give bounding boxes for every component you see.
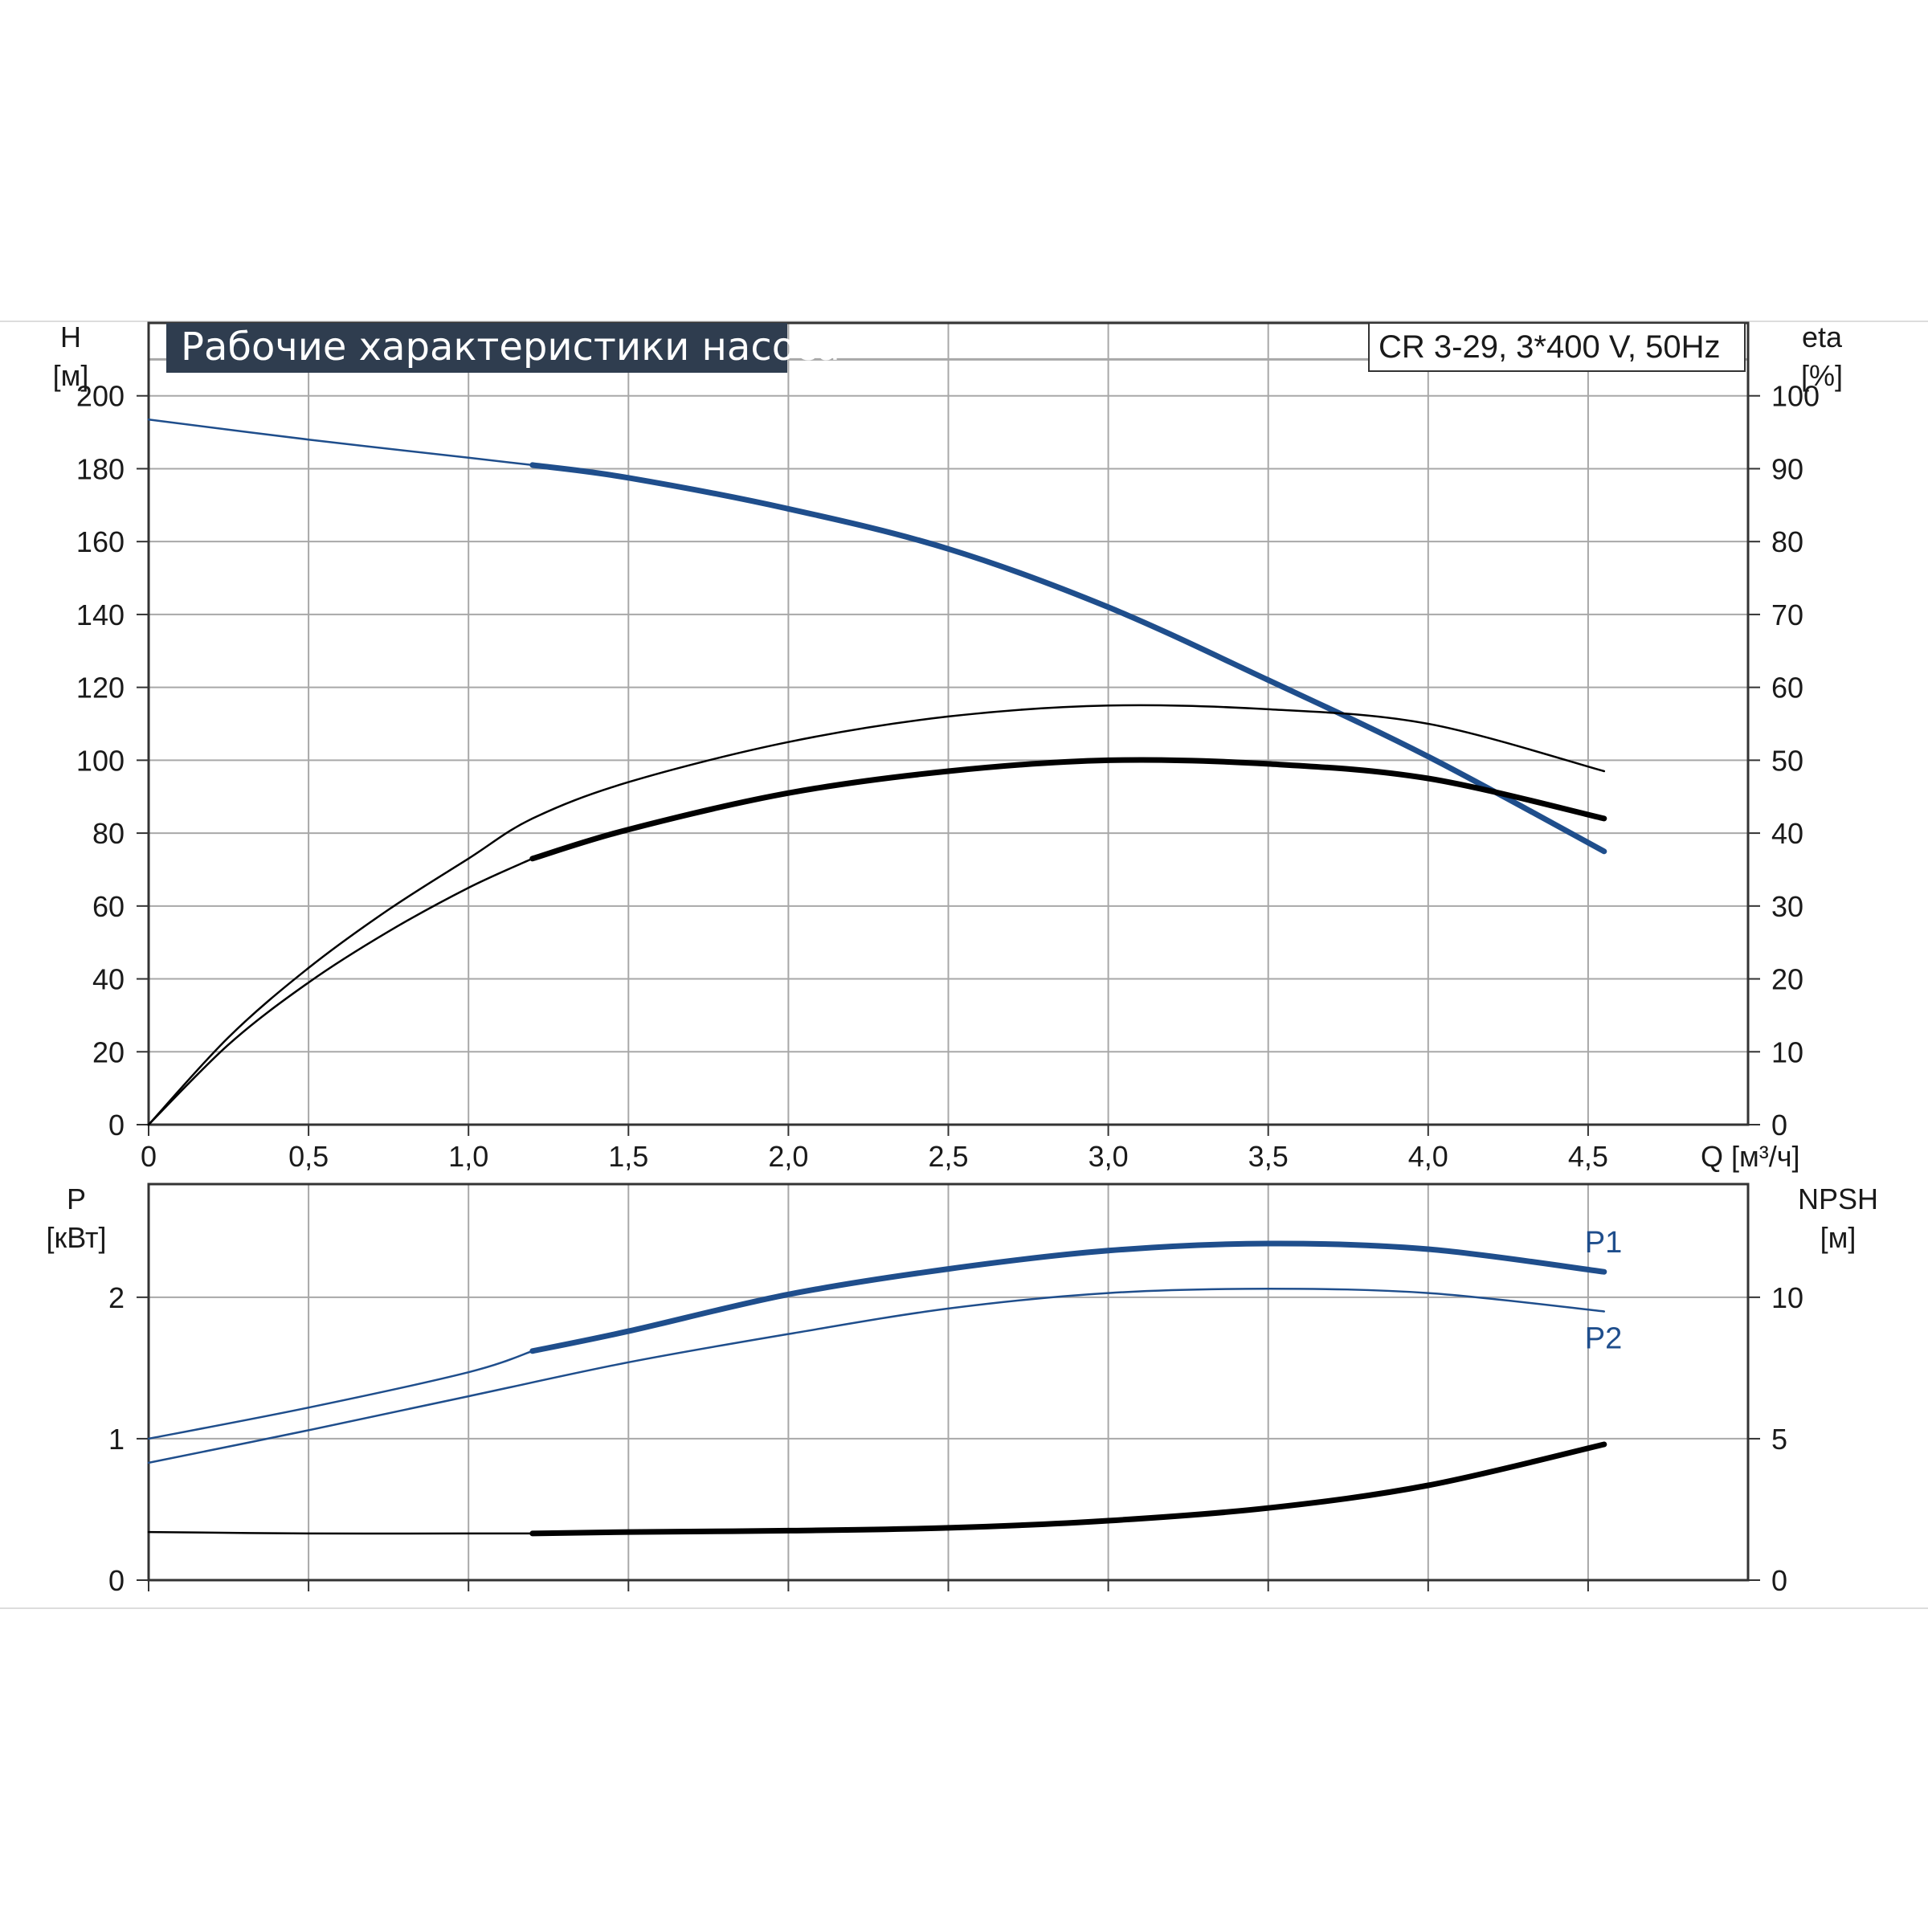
top-series-line-3	[147, 857, 534, 1126]
p-tick-label: 2	[108, 1281, 125, 1314]
p-axis-unit: [кВт]	[46, 1221, 106, 1254]
bottom-series-line-2	[147, 1288, 1606, 1464]
q-tick-label: 3,0	[1089, 1140, 1129, 1173]
eta-axis-unit: [%]	[1801, 359, 1843, 392]
p-tick-label: 0	[108, 1564, 125, 1597]
model-label: CR 3-29, 3*400 V, 50Hz	[1379, 329, 1720, 365]
h-tick-label: 120	[76, 672, 125, 705]
h-tick-label: 0	[108, 1109, 125, 1142]
eta-tick-label: 90	[1771, 452, 1803, 485]
h-tick-label: 60	[92, 890, 125, 923]
title-box	[166, 323, 787, 373]
top-tick-labels: 0 20 40 60 80 100 120 140 160 180 200 0 10 20 30 40 50 60…	[76, 380, 1820, 1173]
eta-tick-label: 10	[1771, 1035, 1803, 1068]
eta-tick-label: 20	[1771, 963, 1803, 996]
p-axis-label: P	[67, 1182, 86, 1215]
top-series-line-4	[529, 757, 1607, 862]
h-tick-label: 160	[76, 525, 125, 558]
eta-tick-label: 100	[1771, 380, 1820, 413]
curve-label-p1: P1	[1585, 1226, 1622, 1260]
h-tick-label: 100	[76, 744, 125, 777]
bottom-series-line-4	[529, 1441, 1607, 1537]
npsh-axis-label: NPSH	[1798, 1182, 1878, 1215]
bottom-series-line-0	[147, 1350, 534, 1440]
h-tick-label: 180	[76, 452, 125, 485]
model-box	[1368, 322, 1746, 372]
npsh-tick-label: 0	[1771, 1564, 1787, 1597]
top-series-line-1	[529, 462, 1607, 855]
npsh-tick-label: 5	[1771, 1423, 1787, 1456]
h-tick-label: 40	[92, 963, 125, 996]
q-tick-label: 0,5	[288, 1140, 329, 1173]
bottom-series-group: P1 P2	[147, 1226, 1622, 1537]
eta-tick-label: 70	[1771, 598, 1803, 631]
q-tick-label: 1,0	[448, 1140, 488, 1173]
q-tick-label: 2,0	[768, 1140, 808, 1173]
bottom-grid	[149, 1184, 1748, 1580]
eta-axis-label: eta	[1802, 321, 1843, 353]
eta-tick-label: 40	[1771, 817, 1803, 850]
p-tick-label: 1	[108, 1423, 125, 1456]
h-axis-label: H	[60, 321, 81, 353]
bottom-series-line-3	[147, 1530, 534, 1535]
q-tick-label: 1,5	[608, 1140, 648, 1173]
q-tick-label: 2,5	[928, 1140, 968, 1173]
h-axis-unit: [м]	[53, 359, 89, 392]
npsh-axis-unit: [м]	[1820, 1221, 1857, 1254]
top-grid	[149, 323, 1748, 1125]
eta-tick-label: 60	[1771, 672, 1803, 705]
chart-title: Рабочие характеристики насоса	[181, 325, 840, 370]
h-tick-label: 20	[92, 1035, 125, 1068]
h-tick-label: 140	[76, 598, 125, 631]
h-tick-label: 200	[76, 380, 125, 413]
bottom-tick-labels: 0 1 2 0 5 10	[108, 1281, 1803, 1597]
q-tick-label: 3,5	[1248, 1140, 1289, 1173]
top-series-line-2	[147, 704, 1606, 1126]
q-tick-label: 4,5	[1568, 1140, 1608, 1173]
eta-tick-label: 80	[1771, 525, 1803, 558]
top-series-group	[147, 418, 1607, 1126]
eta-tick-label: 0	[1771, 1109, 1787, 1142]
eta-tick-label: 50	[1771, 744, 1803, 777]
eta-tick-label: 30	[1771, 890, 1803, 923]
h-tick-label: 80	[92, 817, 125, 850]
npsh-tick-label: 10	[1771, 1281, 1803, 1314]
top-series-line-0	[147, 418, 534, 467]
q-tick-label: 4,0	[1408, 1140, 1448, 1173]
bottom-series-line-1	[529, 1240, 1607, 1354]
q-tick-label: 0	[141, 1140, 157, 1173]
q-axis-label: Q [м³/ч]	[1701, 1140, 1800, 1173]
curve-label-p2: P2	[1585, 1321, 1622, 1355]
